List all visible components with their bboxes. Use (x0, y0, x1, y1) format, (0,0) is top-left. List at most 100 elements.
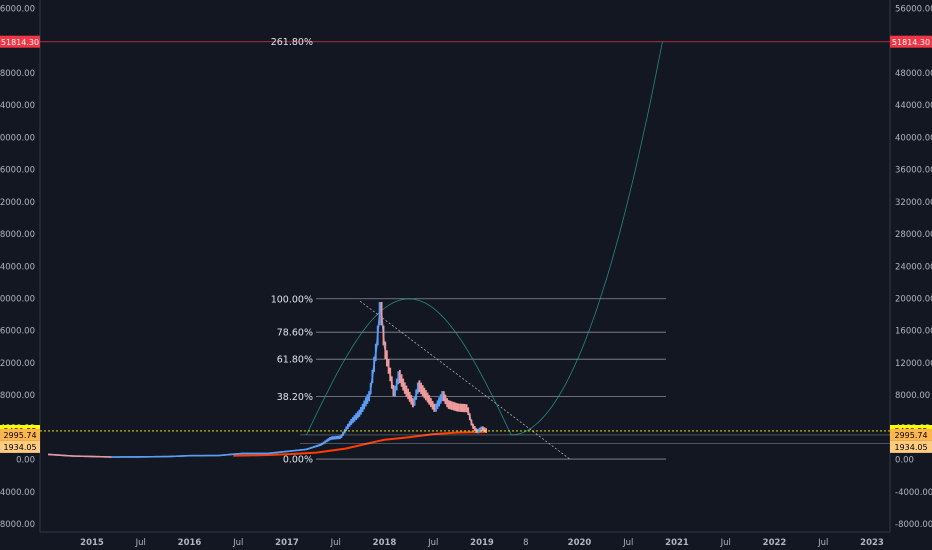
price-candle (186, 455, 188, 457)
price-candle (405, 385, 408, 397)
price-lines (40, 430, 890, 444)
price-candle (145, 456, 148, 458)
price-candle (230, 453, 232, 456)
price-candle (251, 452, 253, 455)
price-candle (239, 452, 242, 455)
price-candle (376, 325, 379, 346)
right-axis-tick-label: -4000.00 (895, 488, 932, 498)
fib-level-label: 61.80% (277, 355, 313, 366)
price-badge-label: 2995.74 (894, 431, 927, 440)
price-candle (161, 455, 164, 458)
price-candle (51, 453, 54, 456)
price-candle (400, 374, 403, 387)
price-candle (111, 456, 114, 458)
price-candle (241, 452, 244, 455)
price-candle (283, 450, 286, 453)
price-candle (342, 431, 344, 436)
price-candle (67, 455, 70, 457)
price-candle (256, 452, 258, 455)
fib-circle[interactable] (306, 41, 663, 436)
price-series (48, 302, 488, 458)
price-candle (208, 454, 211, 457)
time-axis-tick-label: Jul (330, 538, 341, 548)
time-axis-tick-label: Jul (817, 538, 828, 548)
price-candle (355, 413, 357, 421)
price-candle (345, 426, 348, 432)
price-candle (83, 455, 86, 458)
price-candle (397, 371, 400, 385)
fib-retracement[interactable]: 261.80% 100.00% 78.60% 61.80% 38.20% 0.00% (40, 37, 890, 466)
price-candle (244, 452, 247, 455)
price-candle (169, 455, 172, 458)
price-candle (75, 455, 78, 457)
price-candle (436, 400, 439, 410)
price-candle (195, 454, 198, 457)
time-axis-tick-label: 2020 (568, 538, 592, 548)
price-candle (234, 453, 237, 455)
left-axis-tick-label: 44000.00 (0, 101, 35, 111)
price-candle (350, 419, 353, 425)
price-candle (119, 456, 122, 458)
price-candle (303, 448, 305, 451)
price-candle (108, 456, 110, 458)
time-axis[interactable]: 2015 Jul 2016 Jul 2017 Jul 2018 Jul 2019 8 2020 Jul… (80, 538, 884, 548)
price-candle (340, 434, 343, 438)
price-candle (90, 455, 93, 458)
price-candle (280, 451, 283, 453)
price-candle (243, 452, 245, 455)
price-candle (304, 448, 307, 451)
price-candle (49, 453, 52, 456)
price-candle (260, 452, 263, 455)
price-candle (168, 455, 171, 458)
price-candle (182, 455, 185, 457)
price-candle (54, 454, 57, 456)
price-candle (314, 445, 317, 448)
price-candle (126, 456, 128, 458)
price-candle (472, 423, 474, 429)
price-candle (163, 455, 166, 458)
price-candle (52, 454, 55, 456)
price-candle (77, 455, 80, 457)
price-candle (286, 450, 289, 453)
price-candle (301, 449, 304, 451)
price-candle (249, 452, 252, 455)
left-axis-tick-label: -4000.00 (0, 488, 35, 498)
price-candle (59, 454, 62, 456)
fib-arc[interactable] (306, 41, 663, 436)
left-axis-tick-label: 24000.00 (0, 262, 35, 272)
price-candle (426, 392, 429, 403)
price-candle (156, 455, 159, 458)
price-candle (415, 389, 418, 400)
price-candle (264, 452, 266, 455)
time-axis-tick-label: 2015 (80, 538, 104, 548)
price-candle (446, 398, 448, 408)
price-candle (72, 455, 75, 457)
price-candle (57, 454, 60, 456)
price-candle (265, 452, 268, 455)
price-candle (204, 454, 206, 457)
price-candle (254, 452, 257, 455)
price-candle (293, 449, 296, 452)
price-candle (275, 451, 278, 454)
price-badge-label: 2995.74 (3, 431, 36, 440)
price-candle (127, 456, 130, 458)
time-axis-tick-label: 2016 (178, 538, 202, 548)
price-candle (413, 396, 416, 406)
price-candle (56, 454, 58, 456)
price-candle (374, 343, 377, 361)
price-candle (87, 455, 89, 458)
price-candle (457, 403, 460, 412)
price-candle (433, 403, 436, 412)
price-candle (139, 456, 141, 458)
left-axis-tick-label: 56000.00 (0, 5, 35, 15)
price-candle (148, 456, 151, 458)
right-axis-tick-label: 40000.00 (895, 133, 932, 143)
price-candle (117, 456, 120, 458)
price-candle (390, 376, 393, 389)
price-candle (332, 436, 335, 440)
price-candle (194, 454, 197, 457)
price-candle (464, 404, 466, 413)
price-candle (364, 397, 367, 407)
